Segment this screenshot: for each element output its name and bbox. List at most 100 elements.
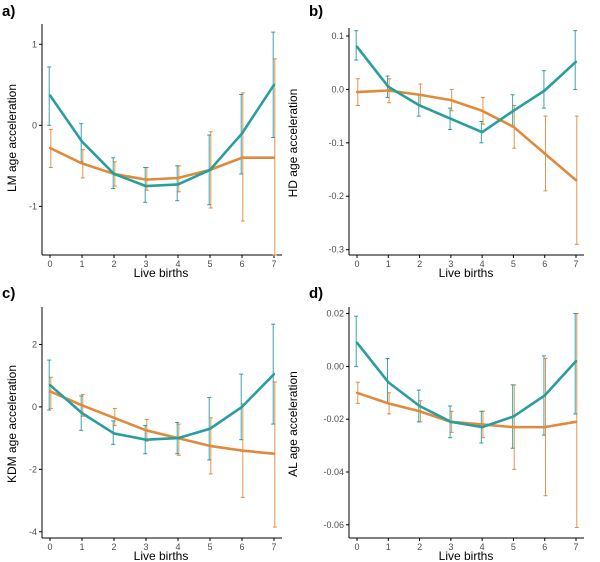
teal-data-point — [80, 140, 84, 143]
x-tick-label: 1 — [79, 259, 84, 269]
teal-data-point — [543, 89, 546, 92]
x-tick-label: 3 — [448, 542, 453, 552]
teal-data-point — [272, 372, 276, 376]
x-tick-label: 5 — [207, 542, 212, 552]
orange-data-point — [480, 109, 484, 112]
teal-series-line — [48, 84, 276, 188]
x-tick-label: 7 — [271, 542, 276, 552]
orange-data-point — [48, 390, 52, 393]
teal-data-point — [112, 432, 116, 435]
panel-d-ylabel: AL age acceleration — [286, 371, 300, 477]
plot-area-c: 2 0 -2 -4 0 1 2 3 4 5 6 7 — [29, 307, 282, 552]
orange-data-point — [112, 416, 116, 420]
orange-data-point — [512, 425, 515, 429]
x-tick-label: 1 — [386, 542, 391, 552]
orange-data-point — [543, 152, 546, 155]
x-tick-label: 4 — [480, 259, 485, 269]
panel-b-ylabel: HD age acceleration — [286, 89, 300, 198]
orange-data-point — [240, 156, 244, 159]
panel-a-xlabel: Live births — [134, 266, 189, 280]
teal-data-point — [48, 383, 52, 387]
orange-data-point — [387, 402, 390, 405]
panel-b-label: b) — [309, 3, 323, 20]
panel-c-xlabel: Live births — [134, 549, 189, 562]
orange-data-point — [543, 425, 546, 429]
orange-data-point — [418, 93, 421, 96]
y-tick-label: -1 — [29, 201, 37, 211]
x-tick-label: 0 — [354, 542, 359, 552]
teal-data-point — [355, 45, 359, 48]
orange-data-point — [272, 452, 276, 455]
panel-d-label: d) — [309, 285, 323, 302]
teal-data-point — [272, 83, 276, 86]
orange-data-point — [80, 404, 84, 407]
teal-data-point — [176, 436, 180, 440]
x-tick-label: 6 — [239, 259, 244, 269]
orange-data-point — [355, 90, 359, 94]
teal-series-line — [49, 373, 275, 441]
y-tick-label: -0.04 — [323, 467, 344, 477]
x-tick-label: 1 — [79, 542, 84, 552]
y-tick-label: 0.1 — [331, 31, 344, 41]
orange-data-point — [176, 176, 180, 180]
x-tick-label: 0 — [47, 542, 52, 552]
orange-data-point — [449, 98, 453, 102]
y-tick-label: -0.06 — [323, 520, 344, 530]
panel-a-ylabel: LM age acceleration — [5, 84, 19, 192]
plot-area-b: 0.1 0.0 -0.1 -0.2 -0.3 0 1 2 3 4 5 6 7 — [328, 28, 584, 269]
y-tick-label: -0.2 — [328, 191, 344, 201]
y-tick-label: 0 — [32, 120, 37, 130]
x-tick-label: 5 — [511, 542, 516, 552]
x-tick-label: 2 — [111, 542, 116, 552]
x-tick-label: 2 — [417, 259, 422, 269]
x-tick-label: 6 — [239, 542, 244, 552]
orange-series-line — [356, 89, 577, 182]
y-tick-label: -4 — [29, 527, 37, 537]
teal-data-point — [512, 415, 515, 418]
x-tick-label: 3 — [143, 542, 148, 552]
teal-data-point — [144, 438, 148, 441]
orange-series-line — [49, 390, 275, 456]
orange-data-point — [144, 178, 148, 181]
teal-data-point — [240, 132, 244, 135]
teal-data-point — [387, 85, 390, 88]
teal-data-point — [176, 183, 180, 186]
y-tick-label: 0.02 — [326, 309, 344, 319]
teal-data-point — [48, 94, 52, 97]
orange-data-point — [208, 444, 212, 448]
orange-series-line — [356, 391, 577, 429]
y-tick-label: -0.02 — [323, 414, 344, 424]
orange-data-point — [144, 429, 148, 432]
teal-data-point — [574, 60, 578, 63]
orange-series-line — [49, 146, 274, 181]
panel-c-label: c) — [2, 285, 15, 302]
teal-data-point — [240, 405, 244, 409]
teal-data-point — [112, 172, 116, 176]
y-tick-label: 0.0 — [331, 84, 344, 94]
x-tick-label: 0 — [354, 259, 359, 269]
panel-a: a) -1 0 1 0 1 2 3 4 5 6 7 Live births LM age accel… — [2, 3, 282, 280]
teal-data-point — [480, 130, 484, 134]
x-tick-label: 6 — [542, 542, 547, 552]
x-tick-label: 4 — [175, 259, 180, 269]
panel-d: d) 0.02 0.00 -0.02 -0.04 -0.06 0 1 2 3 4 5 6 7 Live … — [286, 285, 584, 562]
y-tick-label: 0.00 — [326, 361, 344, 371]
y-tick-label: -0.3 — [328, 245, 344, 255]
panel-a-label: a) — [2, 3, 15, 20]
teal-data-point — [144, 184, 148, 188]
orange-data-point — [574, 420, 578, 424]
orange-data-point — [355, 391, 359, 394]
x-tick-label: 2 — [417, 542, 422, 552]
orange-data-point — [418, 410, 421, 413]
teal-data-point — [387, 381, 390, 384]
teal-data-point — [355, 341, 359, 344]
orange-data-point — [480, 423, 484, 426]
teal-data-point — [574, 359, 578, 363]
panel-d-xlabel: Live births — [439, 549, 494, 562]
orange-data-point — [48, 146, 52, 150]
orange-data-point — [512, 125, 515, 129]
x-tick-label: 5 — [207, 259, 212, 269]
y-tick-label: 1 — [32, 39, 37, 49]
panel-b: b) 0.1 0.0 -0.1 -0.2 -0.3 0 1 2 3 4 5 6 7 Live birth… — [286, 3, 584, 280]
orange-data-point — [272, 156, 276, 159]
